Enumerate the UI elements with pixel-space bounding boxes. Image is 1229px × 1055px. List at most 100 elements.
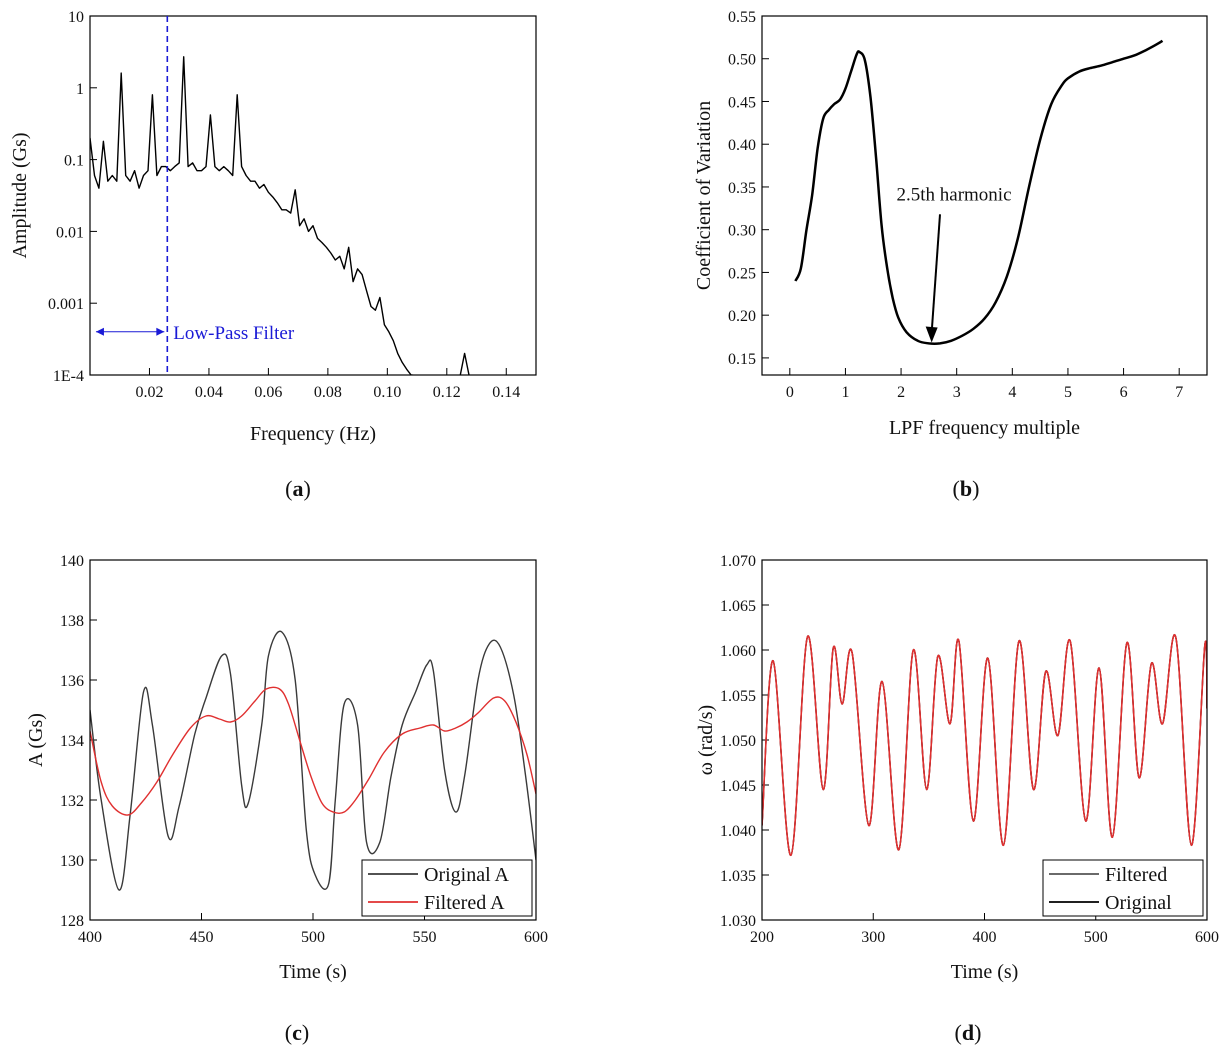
x-tick-label: 600 xyxy=(1195,929,1219,946)
x-tick-label: 5 xyxy=(1064,384,1072,401)
y-tick-label: 0.001 xyxy=(48,296,84,313)
y-tick-label: 1.050 xyxy=(720,733,756,750)
x-tick-label: 2 xyxy=(897,384,905,401)
y-tick-label: 1.040 xyxy=(720,823,756,840)
x-tick-label: 0.10 xyxy=(373,384,401,401)
y-tick-label: 140 xyxy=(60,553,84,570)
y-tick-label: 0.30 xyxy=(728,223,756,240)
plot-area xyxy=(90,56,470,375)
y-tick-label: 138 xyxy=(60,613,84,630)
y-tick-label: 134 xyxy=(60,733,84,750)
y-tick-label: 1.045 xyxy=(720,778,756,795)
x-tick-label: 1 xyxy=(841,384,849,401)
x-tick-label: 200 xyxy=(750,929,774,946)
x-tick-label: 4 xyxy=(1008,384,1016,401)
legend: Original A Filtered A xyxy=(361,859,533,917)
y-tick-label: 1E-4 xyxy=(53,368,84,385)
series-line-series-0 xyxy=(90,56,470,375)
panel-d: 200 300 400 500 600 1.030 1.035 1.040 1.045 1.050… xyxy=(695,553,1219,1045)
plot-frame xyxy=(761,15,1208,376)
legend-box xyxy=(361,859,533,917)
legend-label: Filtered A xyxy=(424,892,505,914)
y-tick-label: 0.35 xyxy=(728,180,756,197)
y-tick-label: 0.25 xyxy=(728,265,756,282)
y-tick-label: 132 xyxy=(60,793,84,810)
harmonic-label: 2.5th harmonic xyxy=(896,184,1011,205)
arrow-head-right xyxy=(156,327,165,336)
y-axis-title: ω (rad/s) xyxy=(695,705,717,775)
panel-letter: c xyxy=(292,1020,302,1045)
y-tick-label: 0.50 xyxy=(728,52,756,69)
panel-c: 400 450 500 550 600 128 130 132 134 136 138 140 Time… xyxy=(25,553,548,1045)
x-tick-label: 400 xyxy=(973,929,997,946)
x-axis-title: Frequency (Hz) xyxy=(250,423,376,445)
y-tick-label: 136 xyxy=(60,673,84,690)
series-line-filtered xyxy=(762,634,1207,856)
y-tick-label: 0.55 xyxy=(728,9,756,26)
series-line-original-a xyxy=(90,630,536,891)
x-tick-label: 0 xyxy=(786,384,794,401)
series-line-original xyxy=(762,634,1207,856)
x-tick-label: 500 xyxy=(1084,929,1108,946)
y-tick-label: 1.065 xyxy=(720,598,756,615)
y-tick-label: 1.060 xyxy=(720,643,756,660)
y-tick-label: 0.40 xyxy=(728,137,756,154)
x-tick-label: 0.14 xyxy=(492,384,520,401)
plot-area xyxy=(762,633,1207,857)
x-tick-label: 600 xyxy=(524,929,548,946)
x-tick-label: 500 xyxy=(301,929,325,946)
x-axis-title: LPF frequency multiple xyxy=(889,417,1080,439)
x-tick-label: 6 xyxy=(1120,384,1128,401)
y-tick-label: 1.030 xyxy=(720,913,756,930)
x-tick-label: 7 xyxy=(1175,384,1183,401)
x-axis-title: Time (s) xyxy=(951,961,1019,983)
harmonic-arrow-head xyxy=(925,326,938,343)
legend-label: Original A xyxy=(424,864,510,886)
plot-area xyxy=(90,630,536,891)
panel-label: (a) xyxy=(285,476,311,501)
y-tick-label: 10 xyxy=(68,9,84,26)
y-tick-label: 1.070 xyxy=(720,553,756,570)
plot-frame xyxy=(89,559,537,921)
plot-frame xyxy=(89,15,537,376)
plot-frame xyxy=(761,559,1208,921)
series-line-series-2 xyxy=(762,633,1207,857)
plot-area xyxy=(794,39,1164,345)
x-tick-label: 3 xyxy=(953,384,961,401)
y-axis-title: Amplitude (Gs) xyxy=(9,132,31,258)
series-line-series-0 xyxy=(794,39,1164,345)
legend: Filtered Original xyxy=(1042,859,1204,917)
x-tick-label: 550 xyxy=(413,929,437,946)
x-tick-label: 450 xyxy=(190,929,214,946)
x-tick-label: 0.08 xyxy=(314,384,342,401)
panel-b: 0 1 2 3 4 5 6 7 0.15 0.20 0.25 0.30 0.35 0.40 0.45 0.50… xyxy=(693,9,1208,501)
panel-label: (d) xyxy=(955,1020,982,1045)
y-tick-label: 0.20 xyxy=(728,308,756,325)
series-line-filtered-a xyxy=(90,686,536,816)
x-axis-title: Time (s) xyxy=(279,961,347,983)
y-tick-label: 0.1 xyxy=(64,153,84,170)
panel-letter: a xyxy=(293,476,304,501)
x-tick-label: 0.02 xyxy=(135,384,163,401)
x-tick-label: 0.06 xyxy=(254,384,282,401)
panel-a: 0.02 0.04 0.06 0.08 0.10 0.12 0.14 1E-4 0.001 0.0… xyxy=(9,9,537,501)
y-tick-label: 130 xyxy=(60,853,84,870)
x-tick-label: 400 xyxy=(78,929,102,946)
panel-label: (b) xyxy=(953,476,980,501)
y-tick-label: 1 xyxy=(76,81,84,98)
y-axis-title: A (Gs) xyxy=(25,713,47,767)
legend-label: Original xyxy=(1105,892,1172,914)
legend-box xyxy=(1042,859,1204,917)
arrow-head-left xyxy=(95,327,104,336)
y-tick-label: 1.035 xyxy=(720,868,756,885)
harmonic-arrow xyxy=(930,214,941,333)
panel-letter: d xyxy=(962,1020,974,1045)
panel-letter: b xyxy=(960,476,972,501)
x-tick-label: 300 xyxy=(861,929,885,946)
y-tick-label: 1.055 xyxy=(720,688,756,705)
y-tick-label: 0.45 xyxy=(728,94,756,111)
y-tick-label: 128 xyxy=(60,913,84,930)
legend-label: Filtered xyxy=(1105,864,1167,886)
panel-label: (c) xyxy=(285,1020,309,1045)
